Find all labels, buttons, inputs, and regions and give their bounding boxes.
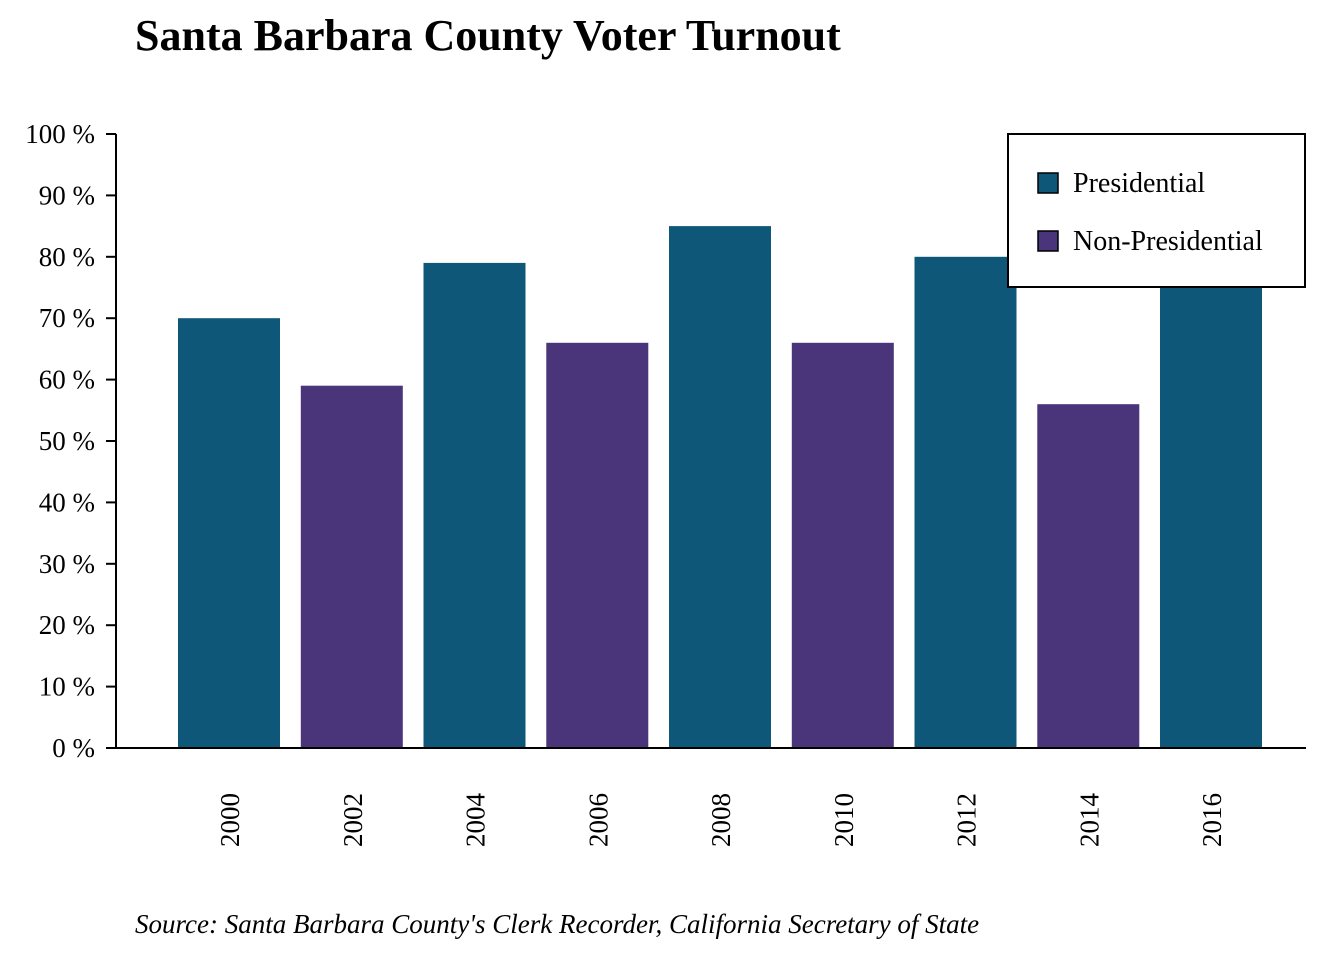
legend-label: Non-Presidential — [1073, 226, 1263, 257]
legend: Presidential Non-Presidential — [1007, 133, 1306, 288]
x-tick-label: 2000 — [215, 793, 245, 847]
source-note: Source: Santa Barbara County's Clerk Rec… — [135, 909, 979, 939]
legend-label: Presidential — [1073, 168, 1205, 199]
y-tick-label: 40 % — [39, 487, 95, 517]
y-tick-label: 30 % — [39, 549, 95, 579]
y-tick-label: 70 % — [39, 303, 95, 333]
x-tick-label: 2004 — [461, 793, 491, 848]
x-tick-label: 2002 — [338, 793, 368, 847]
x-tick-label: 2010 — [829, 793, 859, 847]
bar-2012 — [914, 256, 1017, 748]
legend-swatch — [1037, 172, 1059, 194]
x-tick-label: 2008 — [706, 793, 736, 847]
x-tick-label: 2016 — [1197, 793, 1227, 847]
chart-title: Santa Barbara County Voter Turnout — [135, 11, 841, 60]
bars-layer — [178, 226, 1262, 749]
x-tick-label: 2012 — [952, 793, 982, 847]
y-tick-label: 80 % — [39, 242, 95, 272]
y-tick-label: 50 % — [39, 426, 95, 456]
y-tick-label: 100 % — [25, 119, 95, 149]
bar-2002 — [300, 385, 403, 748]
bar-2010 — [791, 342, 894, 748]
y-tick-label: 90 % — [39, 180, 95, 210]
bar-2000 — [178, 318, 280, 748]
x-tick-label: 2014 — [1074, 793, 1104, 848]
bar-2016 — [1160, 281, 1262, 748]
axes: 0 % 10 % 20 % 30 % 40 % 50 % 60 % 70 % 80 % 90 % 1… — [25, 119, 1306, 847]
bar-2006 — [546, 342, 649, 748]
y-tick-label: 0 % — [52, 733, 95, 763]
y-tick-label: 60 % — [39, 365, 95, 395]
legend-box — [1007, 133, 1306, 288]
bar-2014 — [1037, 404, 1140, 748]
y-tick-label: 20 % — [39, 610, 95, 640]
y-tick-label: 10 % — [39, 672, 95, 702]
bar-2008 — [669, 226, 771, 749]
x-tick-label: 2006 — [583, 793, 613, 847]
bar-2004 — [423, 262, 526, 748]
legend-swatch — [1037, 230, 1059, 252]
